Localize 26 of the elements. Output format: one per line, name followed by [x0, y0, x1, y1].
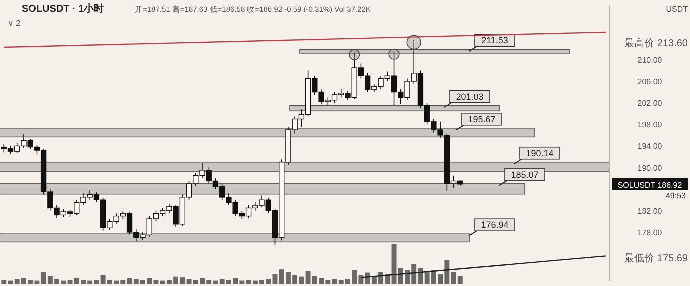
text: 最高价 213.60 [624, 38, 688, 50]
y-axis-title: USDT [666, 5, 688, 14]
text: 最低价 175.69 [624, 252, 688, 264]
text: SOLUSDT 186.92 [618, 180, 683, 190]
band-label: 201.03 [456, 92, 484, 102]
band-label: 185.07 [511, 170, 539, 180]
y-tick-label: 190.00 [638, 164, 663, 173]
annotation: ∨ 2 [8, 19, 22, 28]
y-tick-label: 194.00 [638, 142, 663, 152]
bar [2, 280, 7, 284]
y-tick-label: 178.00 [638, 228, 663, 238]
bar [68, 280, 73, 284]
y-tick-label: 210.00 [638, 56, 663, 65]
band-label: 211.53 [482, 36, 508, 46]
text: 49:53 [666, 191, 687, 200]
bar [332, 279, 338, 284]
band-label: 195.67 [468, 114, 496, 124]
y-tick-label: 198.00 [638, 120, 663, 130]
y-tick-label: 182.00 [638, 206, 663, 216]
y-tick-label: 206.00 [638, 77, 663, 86]
band-label: 176.94 [481, 220, 509, 230]
chart-title: SOLUSDT · 1小时 [22, 3, 104, 15]
y-tick-label: 202.00 [638, 99, 663, 108]
bar [272, 274, 278, 284]
band-label: 190.14 [526, 148, 554, 158]
bar [127, 278, 132, 284]
